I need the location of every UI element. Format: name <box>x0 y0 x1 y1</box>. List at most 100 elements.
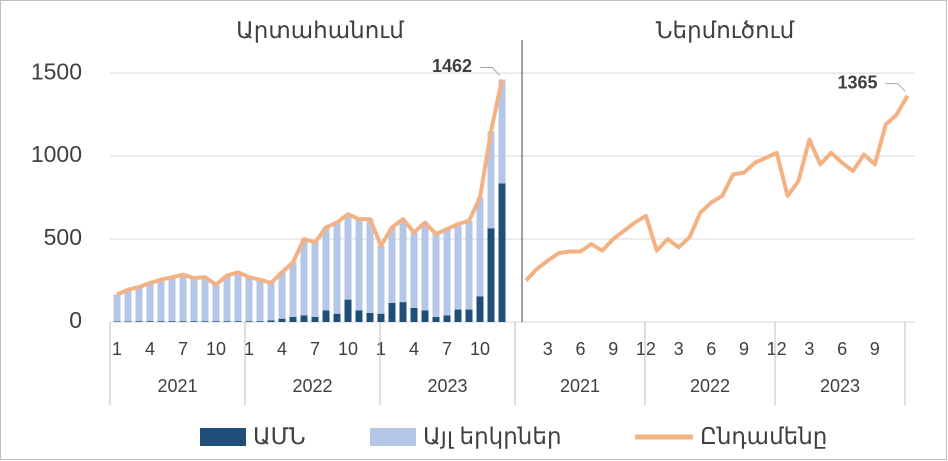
bar <box>465 309 473 322</box>
bar <box>300 239 308 316</box>
bar <box>234 321 242 322</box>
bar <box>388 302 396 322</box>
bar <box>256 279 264 322</box>
bar <box>487 131 495 229</box>
bar <box>410 232 418 308</box>
bar <box>201 321 209 322</box>
x-tick-label: 12 <box>636 339 656 359</box>
x-tick-label: 9 <box>739 339 749 359</box>
bar <box>366 219 374 313</box>
x-tick-label: 3 <box>674 339 684 359</box>
data-label: 1462 <box>432 56 472 76</box>
legend-label: ԱՄՆ <box>253 423 306 449</box>
bar <box>432 317 440 322</box>
bar <box>366 312 374 322</box>
bar <box>256 321 264 322</box>
bar <box>311 242 319 318</box>
bar <box>135 287 143 322</box>
legend-swatch <box>200 428 246 446</box>
bar <box>311 317 319 322</box>
bar <box>498 183 506 322</box>
bar <box>135 321 143 322</box>
legend-label: Ընդամենը <box>700 423 827 449</box>
bar <box>179 274 187 322</box>
x-tick-label: 7 <box>442 339 452 359</box>
x-tick-label: 9 <box>608 339 618 359</box>
x-tick-label: 10 <box>338 339 358 359</box>
x-tick-label: 1 <box>112 339 122 359</box>
bar <box>278 272 286 319</box>
bar <box>168 277 176 322</box>
year-label: 2022 <box>690 376 730 396</box>
bar <box>476 197 484 297</box>
y-tick-label: 1000 <box>31 141 82 167</box>
bar <box>421 222 429 311</box>
year-label: 2023 <box>820 376 860 396</box>
bar <box>377 245 385 314</box>
x-tick-label: 3 <box>804 339 814 359</box>
bar <box>432 234 440 318</box>
leader-line <box>480 66 501 76</box>
x-tick-label: 9 <box>870 339 880 359</box>
x-tick-label: 1 <box>244 339 254 359</box>
bar <box>190 321 198 322</box>
bar <box>146 321 154 322</box>
y-tick-label: 0 <box>69 307 82 333</box>
year-label: 2022 <box>292 376 332 396</box>
bar <box>267 283 275 321</box>
x-tick-label: 1 <box>376 339 386 359</box>
year-label: 2023 <box>427 376 467 396</box>
bar <box>465 220 473 310</box>
y-tick-label: 1500 <box>31 58 82 84</box>
bar <box>355 310 363 322</box>
x-tick-label: 6 <box>837 339 847 359</box>
bar <box>212 321 220 322</box>
bar <box>157 279 165 322</box>
panel-title: Արտահանում <box>236 17 404 43</box>
bar <box>322 227 330 311</box>
bar <box>377 313 385 322</box>
bar <box>245 321 253 322</box>
bar <box>267 320 275 322</box>
x-tick-label: 6 <box>575 339 585 359</box>
year-label: 2021 <box>157 376 197 396</box>
bar <box>454 224 462 310</box>
bar <box>344 214 352 300</box>
bar <box>399 219 407 303</box>
bar <box>300 315 308 322</box>
x-tick-label: 4 <box>145 339 155 359</box>
bar <box>201 277 209 322</box>
data-label: 1365 <box>837 72 877 92</box>
panel-title: Ներմուծում <box>656 17 795 43</box>
line <box>524 94 910 282</box>
x-tick-label: 4 <box>277 339 287 359</box>
bar <box>399 302 407 322</box>
bar <box>245 277 253 322</box>
bar <box>289 262 297 318</box>
bar <box>322 310 330 322</box>
bar <box>223 321 231 322</box>
year-label: 2021 <box>560 376 600 396</box>
bar <box>487 228 495 322</box>
x-tick-label: 4 <box>409 339 419 359</box>
bar <box>333 313 341 322</box>
bar <box>146 283 154 322</box>
bar <box>124 289 132 322</box>
x-tick-label: 6 <box>706 339 716 359</box>
bar <box>234 272 242 322</box>
bar <box>113 294 121 322</box>
bar <box>498 79 506 184</box>
line <box>116 79 504 297</box>
legend-label: Այլ երկրներ <box>423 423 562 449</box>
bar <box>333 222 341 314</box>
bar <box>157 321 165 322</box>
bar <box>278 318 286 322</box>
x-tick-label: 7 <box>310 339 320 359</box>
bar <box>212 284 220 322</box>
legend-swatch <box>370 428 416 446</box>
y-tick-label: 500 <box>44 224 82 250</box>
x-tick-label: 10 <box>470 339 490 359</box>
x-tick-label: 7 <box>178 339 188 359</box>
